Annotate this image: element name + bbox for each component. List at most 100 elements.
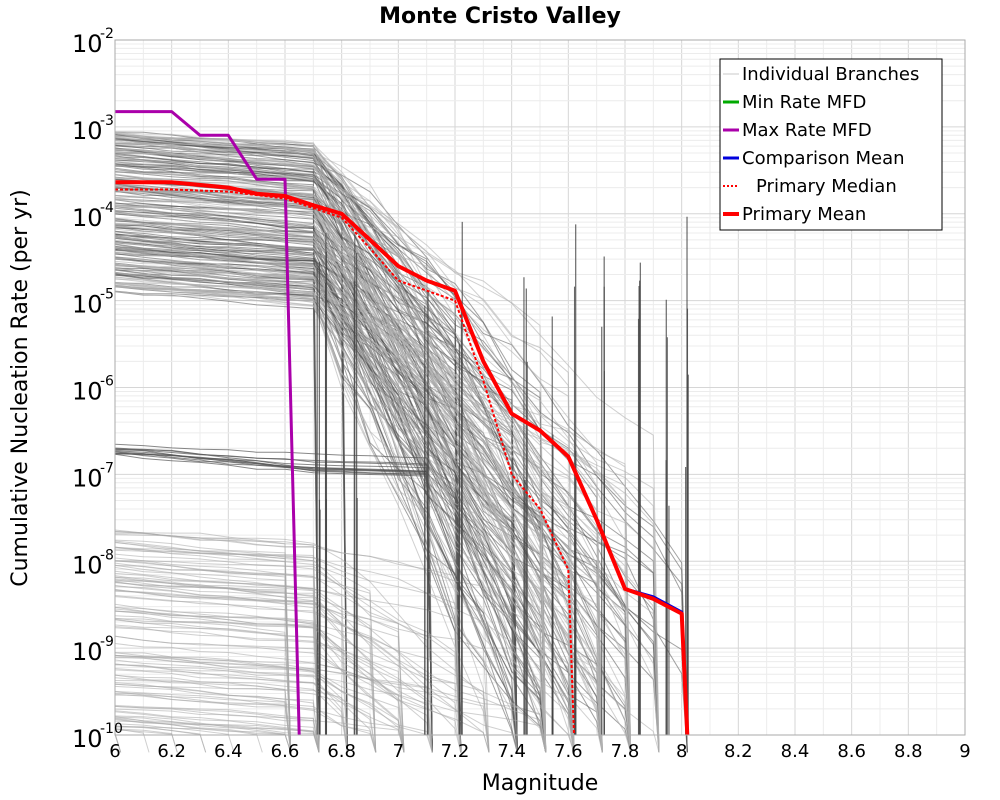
branch-line bbox=[114, 578, 462, 753]
legend-box bbox=[719, 58, 943, 231]
branch-line bbox=[114, 549, 462, 753]
x-axis-label: Magnitude bbox=[482, 771, 599, 796]
branch-line bbox=[114, 546, 518, 753]
legend-item-label: Primary Mean bbox=[742, 204, 866, 225]
branch-line bbox=[114, 540, 377, 753]
y-tick-exponent: -2 bbox=[100, 26, 114, 42]
branch-line bbox=[114, 539, 292, 753]
branch-line bbox=[114, 173, 603, 753]
x-tick-label: 8.8 bbox=[894, 741, 923, 762]
branch-line bbox=[114, 617, 292, 753]
x-tick-label: 7.6 bbox=[554, 741, 583, 762]
x-tick-label: 6.2 bbox=[157, 741, 186, 762]
branch-line bbox=[114, 654, 405, 753]
branch-line bbox=[114, 643, 490, 753]
branch-line bbox=[115, 235, 603, 753]
branch-line bbox=[114, 277, 575, 753]
branch-line bbox=[114, 541, 320, 753]
branch-line bbox=[114, 654, 433, 753]
y-tick-label: 10 bbox=[72, 638, 103, 666]
branch-line bbox=[114, 448, 433, 753]
branch-line bbox=[114, 244, 462, 753]
branch-line bbox=[114, 151, 688, 753]
branch-line bbox=[114, 708, 320, 753]
x-tick-label: 6.6 bbox=[271, 741, 300, 762]
branch-line bbox=[114, 716, 320, 753]
x-tick-label: 8.6 bbox=[837, 741, 866, 762]
branch-line bbox=[114, 567, 292, 753]
branch-line bbox=[114, 264, 575, 753]
branch-line bbox=[114, 590, 462, 753]
y-tick-label: 10 bbox=[72, 291, 103, 319]
branch-line bbox=[114, 664, 433, 753]
branch-line bbox=[114, 134, 518, 753]
branch-line bbox=[114, 250, 603, 753]
branch-line bbox=[114, 728, 178, 753]
branch-line bbox=[114, 222, 603, 753]
branch-line bbox=[114, 141, 632, 753]
series-primary-mean bbox=[115, 180, 690, 736]
branch-line bbox=[114, 726, 235, 753]
legend-item-label: Min Rate MFD bbox=[742, 92, 866, 113]
branch-line bbox=[114, 164, 547, 753]
branch-line bbox=[114, 531, 490, 753]
x-tick-label: 9 bbox=[959, 741, 970, 762]
branch-line bbox=[114, 278, 547, 753]
branch-line bbox=[115, 560, 462, 753]
y-tick-label: 10 bbox=[72, 204, 103, 232]
branch-line bbox=[114, 183, 660, 753]
legend-item-label: Comparison Mean bbox=[742, 148, 905, 169]
branch-line bbox=[114, 132, 547, 753]
branch-line bbox=[114, 581, 518, 753]
branch-line bbox=[114, 717, 320, 753]
y-tick-exponent: -5 bbox=[100, 287, 114, 303]
legend: Individual Branches Min Rate MFD Max Rate … bbox=[719, 58, 943, 231]
branch-line bbox=[114, 668, 348, 753]
x-tick-label: 6.8 bbox=[327, 741, 356, 762]
branch-line bbox=[114, 663, 377, 753]
branch-line bbox=[114, 171, 575, 753]
legend-item-label: Individual Branches bbox=[742, 64, 919, 85]
branch-line bbox=[114, 257, 575, 753]
branch-line bbox=[114, 272, 490, 753]
x-tick-label: 6.4 bbox=[214, 741, 243, 762]
branch-line bbox=[114, 692, 377, 753]
plot-frame bbox=[114, 39, 966, 736]
branch-line bbox=[114, 732, 122, 753]
branch-line bbox=[114, 196, 603, 753]
y-tick-exponent: -6 bbox=[100, 374, 114, 390]
branch-line bbox=[114, 595, 547, 753]
branch-line bbox=[114, 656, 405, 753]
branch-line bbox=[114, 610, 320, 753]
branch-line bbox=[114, 565, 292, 753]
branch-line bbox=[114, 249, 518, 753]
branch-line bbox=[114, 189, 660, 753]
branch-line bbox=[114, 453, 433, 753]
series-max-rate-mfd bbox=[115, 110, 301, 736]
y-tick-exponent: -9 bbox=[100, 634, 114, 650]
branch-line bbox=[114, 711, 320, 753]
branch-line bbox=[114, 581, 462, 753]
y-tick-exponent: -3 bbox=[100, 113, 114, 129]
branch-line bbox=[114, 570, 320, 753]
branch-line bbox=[114, 217, 547, 753]
x-tick-label: 7.8 bbox=[611, 741, 640, 762]
branch-line bbox=[114, 447, 433, 753]
x-tick-label: 7 bbox=[393, 741, 404, 762]
branch-line bbox=[114, 448, 433, 753]
branch-line bbox=[114, 237, 660, 753]
branch-line bbox=[114, 705, 320, 753]
branch-line bbox=[114, 652, 405, 753]
branch-line bbox=[114, 659, 547, 753]
y-tick-label: 10 bbox=[72, 464, 103, 492]
branch-line bbox=[114, 240, 462, 753]
branch-line bbox=[114, 285, 575, 753]
branch-line bbox=[114, 585, 320, 753]
branch-line bbox=[114, 206, 632, 753]
branch-line bbox=[114, 610, 348, 753]
branch-line bbox=[114, 266, 632, 753]
branch-line bbox=[114, 674, 348, 753]
branch-line bbox=[114, 453, 433, 753]
x-tick-labels: 6 6.2 6.4 6.6 6.8 7 7.2 7.4 7.6 7.8 8 8.2 8.4 8.6 8.8 9 bbox=[109, 741, 970, 762]
branch-line bbox=[114, 564, 348, 753]
